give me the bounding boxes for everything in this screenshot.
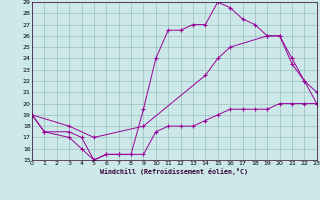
X-axis label: Windchill (Refroidissement éolien,°C): Windchill (Refroidissement éolien,°C)	[100, 168, 248, 175]
